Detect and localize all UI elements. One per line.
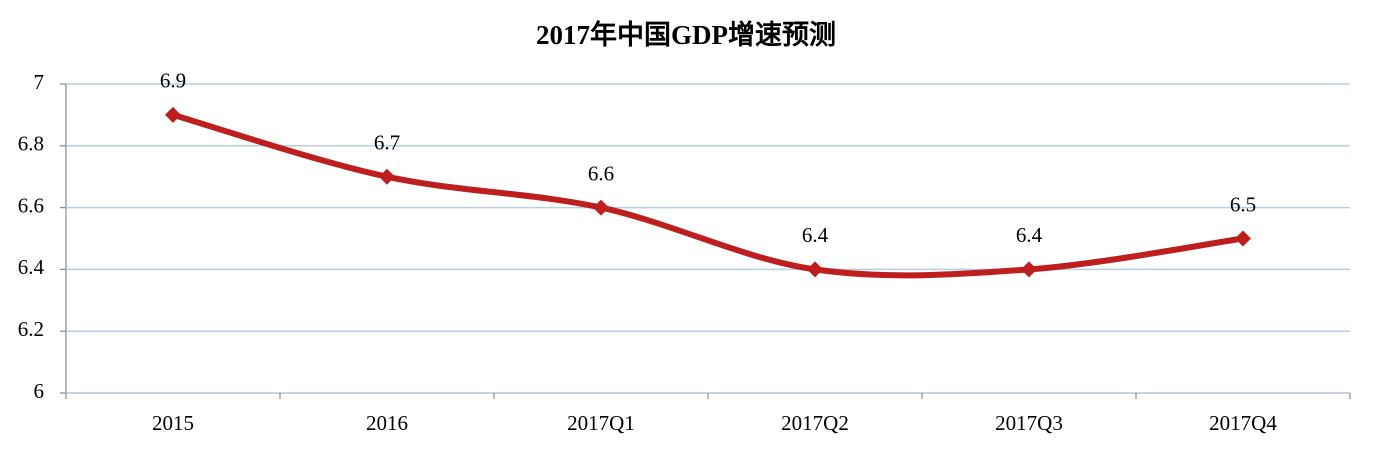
marker	[807, 261, 823, 278]
data-label: 6.4	[1016, 223, 1043, 247]
data-label: 6.6	[588, 161, 614, 185]
marker	[593, 199, 609, 216]
x-tick-label: 2017Q2	[781, 411, 849, 435]
x-tick-label: 2016	[366, 411, 408, 435]
y-tick-label: 6.4	[18, 255, 45, 279]
y-tick-label: 6.2	[18, 317, 44, 341]
data-label: 6.4	[802, 223, 829, 247]
marker	[165, 106, 181, 123]
y-tick-label: 6.8	[18, 132, 44, 156]
marker	[379, 168, 395, 185]
data-label: 6.9	[160, 69, 186, 93]
y-tick-label: 6.6	[18, 193, 44, 217]
x-tick-label: 2017Q3	[995, 411, 1063, 435]
marker	[1021, 261, 1037, 278]
marker	[1235, 230, 1251, 247]
x-tick-label: 2017Q1	[567, 411, 635, 435]
y-tick-label: 6	[34, 379, 45, 403]
data-label: 6.5	[1230, 192, 1256, 216]
chart-title: 2017年中国GDP增速预测	[536, 19, 836, 50]
x-tick-label: 2017Q4	[1209, 411, 1277, 435]
x-tick-label: 2015	[152, 411, 194, 435]
data-label: 6.7	[374, 131, 400, 155]
line	[172, 112, 1244, 279]
y-tick-label: 7	[34, 70, 45, 94]
